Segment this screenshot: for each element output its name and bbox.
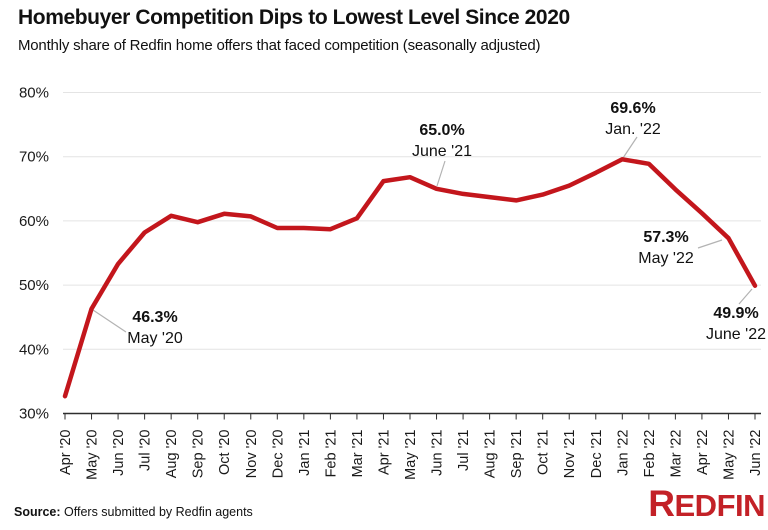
x-axis-label: May '22 <box>721 430 737 480</box>
y-axis-label: 30% <box>19 406 49 423</box>
annotation-connector <box>697 239 723 249</box>
y-axis-label: 80% <box>19 85 49 102</box>
x-axis-label: Feb '21 <box>323 430 339 478</box>
x-axis-label: Aug '20 <box>164 430 180 479</box>
y-axis-label: 60% <box>19 213 49 230</box>
annotation: 57.3% May '22 <box>601 227 731 269</box>
x-axis-label: Apr '21 <box>376 430 392 476</box>
annotation-date: May '22 <box>638 250 694 267</box>
chart-subtitle: Monthly share of Redfin home offers that… <box>18 37 541 54</box>
x-axis-label: Sep '20 <box>191 430 207 479</box>
annotation-value: 46.3% <box>132 309 178 326</box>
competition-line <box>62 157 758 399</box>
annotation: 49.9% June '22 <box>671 303 768 345</box>
x-axis-label: Jun '20 <box>111 430 127 476</box>
annotation-date: May '20 <box>127 330 183 347</box>
redfin-logo: REDFIN <box>648 483 765 524</box>
annotation-date: June '22 <box>706 326 766 343</box>
y-axis-label: 70% <box>19 149 49 166</box>
x-axis-label: Dec '21 <box>589 430 605 479</box>
x-axis-label: Sep '21 <box>509 430 525 479</box>
annotation-connector <box>436 160 446 187</box>
x-axis-label: Dec '20 <box>270 430 286 479</box>
y-axis-label: 40% <box>19 341 49 358</box>
x-axis-label: Jun '21 <box>430 430 446 476</box>
x-axis-label: May '21 <box>403 430 419 480</box>
x-axis-label: Mar '22 <box>668 430 684 478</box>
x-axis-label: May '20 <box>85 430 101 480</box>
source-note: Source: Offers submitted by Redfin agent… <box>14 505 253 519</box>
x-axis-label: Feb '22 <box>642 430 658 478</box>
x-axis-label: Mar '21 <box>350 430 366 478</box>
x-axis-label: Jun '22 <box>748 430 764 476</box>
annotation-value: 69.6% <box>610 100 656 117</box>
x-axis-label: Apr '20 <box>58 430 74 476</box>
annotation-date: June '21 <box>412 143 472 160</box>
annotation-date: Jan. '22 <box>605 121 661 138</box>
annotation-connector <box>622 136 638 159</box>
x-axis-label: Jan '22 <box>615 430 631 476</box>
x-axis-label: Jul '21 <box>456 430 472 471</box>
x-axis-label: Jul '20 <box>138 430 154 471</box>
page-title: Homebuyer Competition Dips to Lowest Lev… <box>18 6 570 29</box>
annotation-value: 57.3% <box>643 229 689 246</box>
annotation-value: 65.0% <box>419 122 465 139</box>
source-text: Offers submitted by Redfin agents <box>64 505 253 519</box>
x-axis-label: Oct '21 <box>536 430 552 475</box>
x-axis-label: Apr '22 <box>695 430 711 476</box>
annotation: 46.3% May '20 <box>90 307 220 349</box>
x-axis-label: Aug '21 <box>483 429 499 478</box>
annotation-connector <box>738 288 753 305</box>
x-axis-label: Nov '21 <box>562 430 578 479</box>
annotation: 65.0% June '21 <box>377 120 507 162</box>
x-axis-label: Nov '20 <box>244 430 260 479</box>
x-axis-label: Oct '20 <box>217 430 233 475</box>
annotation: 69.6% Jan. '22 <box>568 98 698 140</box>
x-axis-label: Jan '21 <box>297 430 313 476</box>
source-label: Source: <box>14 505 61 519</box>
annotation-connector <box>92 309 127 333</box>
y-axis-label: 50% <box>19 277 49 294</box>
annotation-value: 49.9% <box>713 305 759 322</box>
